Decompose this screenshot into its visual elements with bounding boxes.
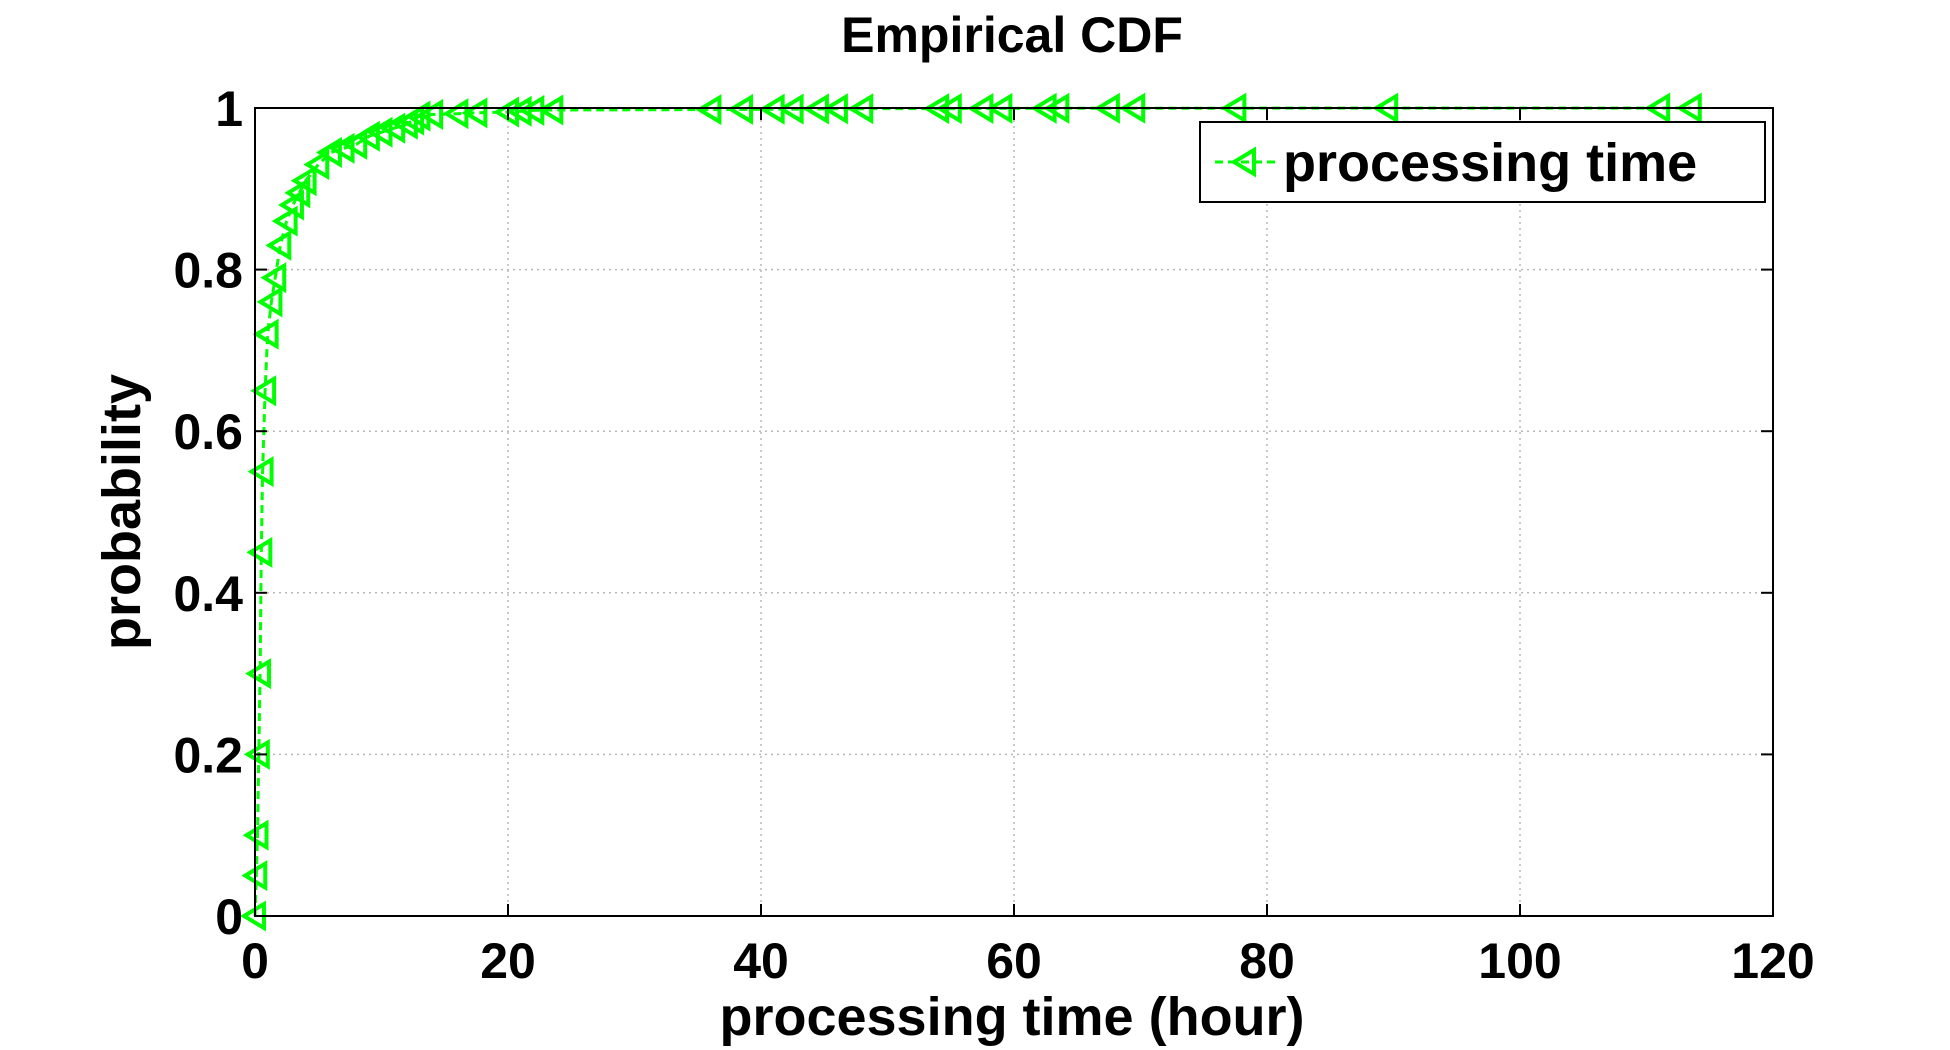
x-tick-label-2: 40: [733, 933, 789, 989]
x-tick-label-3: 60: [986, 933, 1042, 989]
data-point-0-4: [245, 658, 272, 690]
chart-title: Empirical CDF: [841, 7, 1183, 63]
data-point-0-36: [777, 93, 804, 125]
tick-layer: 0 20 40 60 80 100 120 0 0.2 0.4 0.6 0.8 1: [173, 81, 1814, 989]
data-point-0-19: [341, 128, 368, 160]
y-tick-label-5: 1: [215, 81, 243, 137]
y-tick-label-4: 0.8: [173, 243, 243, 299]
x-tick-label-6: 120: [1731, 933, 1814, 989]
y-axis-label: probability: [92, 374, 152, 650]
legend: processing time: [1199, 121, 1766, 203]
x-tick-label-4: 80: [1239, 933, 1295, 989]
data-point-0-3: [243, 738, 270, 770]
data-point-0-34: [727, 93, 754, 125]
grid-layer: [255, 108, 1773, 916]
data-point-0-10: [260, 262, 287, 294]
y-tick-label-1: 0.2: [173, 727, 243, 783]
data-point-0-12: [271, 205, 298, 237]
series-layer: [240, 92, 1702, 932]
x-axis-label: processing time (hour): [719, 987, 1304, 1047]
series-line-0: [253, 106, 1691, 917]
data-point-0-14: [284, 177, 311, 209]
data-point-0-28: [461, 97, 488, 129]
data-point-0-13: [278, 189, 304, 221]
y-tick-label-0: 0: [215, 889, 243, 945]
data-point-0-6: [247, 456, 274, 488]
legend-box: [1199, 121, 1766, 203]
x-tick-label-5: 100: [1478, 933, 1561, 989]
legend-entry-processing-time: processing time: [1283, 133, 1697, 193]
y-tick-label-2: 0.4: [173, 566, 243, 622]
data-point-0-2: [242, 819, 269, 851]
data-point-0-5: [246, 536, 273, 568]
data-point-0-32: [537, 94, 564, 126]
x-tick-label-1: 20: [480, 933, 536, 989]
data-point-0-9: [256, 286, 283, 318]
x-tick-label-0: 0: [241, 933, 269, 989]
data-point-0-30: [505, 95, 532, 127]
legend-marker-triangle-left-icon: [1230, 146, 1256, 178]
data-point-0-25: [404, 100, 431, 132]
data-point-0-7: [250, 375, 277, 407]
data-point-0-33: [695, 94, 722, 126]
data-point-0-16: [303, 149, 330, 181]
data-point-0-11: [265, 229, 292, 261]
data-point-0-8: [252, 318, 279, 350]
y-tick-label-3: 0.6: [173, 404, 243, 460]
data-point-0-15: [290, 165, 317, 197]
